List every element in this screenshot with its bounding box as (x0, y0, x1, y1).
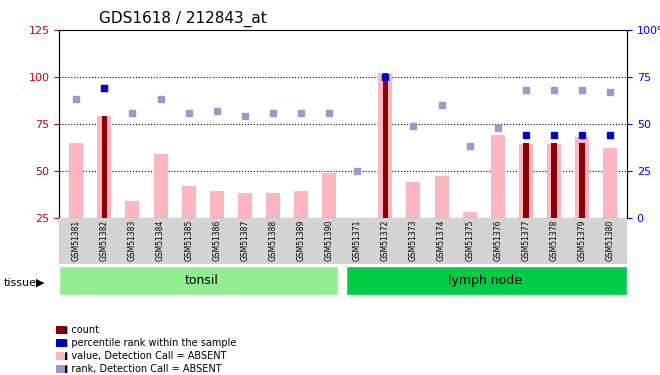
Text: ■ value, Detection Call = ABSENT: ■ value, Detection Call = ABSENT (59, 351, 227, 361)
Bar (97, 116, 112, 264)
Bar (463, 212, 477, 264)
Text: GSM51374: GSM51374 (437, 220, 446, 261)
Bar (579, 142, 585, 264)
Text: GSM51383: GSM51383 (128, 220, 137, 261)
Text: GSM51382: GSM51382 (100, 220, 109, 261)
Text: GSM51385: GSM51385 (184, 220, 193, 261)
Bar (378, 73, 393, 264)
Text: GSM51373: GSM51373 (409, 220, 418, 261)
Bar (238, 193, 252, 264)
Text: GSM51379: GSM51379 (578, 220, 587, 261)
Bar (547, 144, 561, 264)
Text: GSM51384: GSM51384 (156, 220, 165, 261)
Text: GSM51386: GSM51386 (213, 220, 221, 261)
Text: GSM51381: GSM51381 (72, 220, 81, 261)
Bar (551, 142, 557, 264)
Text: GSM51380: GSM51380 (606, 220, 614, 261)
Bar (603, 148, 617, 264)
Text: ■ count: ■ count (59, 325, 100, 335)
Bar (154, 154, 168, 264)
Bar (407, 182, 420, 264)
FancyBboxPatch shape (59, 266, 337, 295)
Bar (182, 186, 195, 264)
Text: lymph node: lymph node (448, 274, 522, 287)
Text: GSM51372: GSM51372 (381, 220, 390, 261)
Text: GSM51387: GSM51387 (240, 220, 249, 261)
Bar (575, 137, 589, 264)
Text: GSM51390: GSM51390 (325, 220, 334, 261)
Bar (383, 73, 388, 264)
Bar (322, 172, 336, 264)
Text: ■ percentile rank within the sample: ■ percentile rank within the sample (59, 338, 237, 348)
Bar (294, 191, 308, 264)
Bar (102, 116, 107, 264)
Text: GSM51389: GSM51389 (296, 220, 306, 261)
Bar (523, 142, 529, 264)
Text: tissue: tissue (3, 278, 36, 288)
Text: ▶: ▶ (36, 278, 45, 288)
Text: GSM51377: GSM51377 (521, 220, 531, 261)
Text: tonsil: tonsil (184, 274, 218, 287)
Text: ■ rank, Detection Call = ABSENT: ■ rank, Detection Call = ABSENT (59, 364, 222, 374)
Text: GSM51376: GSM51376 (493, 220, 502, 261)
Bar (350, 246, 364, 264)
Bar (125, 201, 139, 264)
FancyBboxPatch shape (346, 266, 627, 295)
Bar (491, 135, 505, 264)
Text: GSM51371: GSM51371 (352, 220, 362, 261)
Bar (266, 193, 280, 264)
Text: GSM51375: GSM51375 (465, 220, 474, 261)
Text: GSM51388: GSM51388 (269, 220, 277, 261)
Bar (69, 142, 83, 264)
Text: GSM51378: GSM51378 (549, 220, 558, 261)
Text: GDS1618 / 212843_at: GDS1618 / 212843_at (99, 11, 267, 27)
Bar (210, 191, 224, 264)
Bar (519, 144, 533, 264)
Bar (434, 176, 449, 264)
